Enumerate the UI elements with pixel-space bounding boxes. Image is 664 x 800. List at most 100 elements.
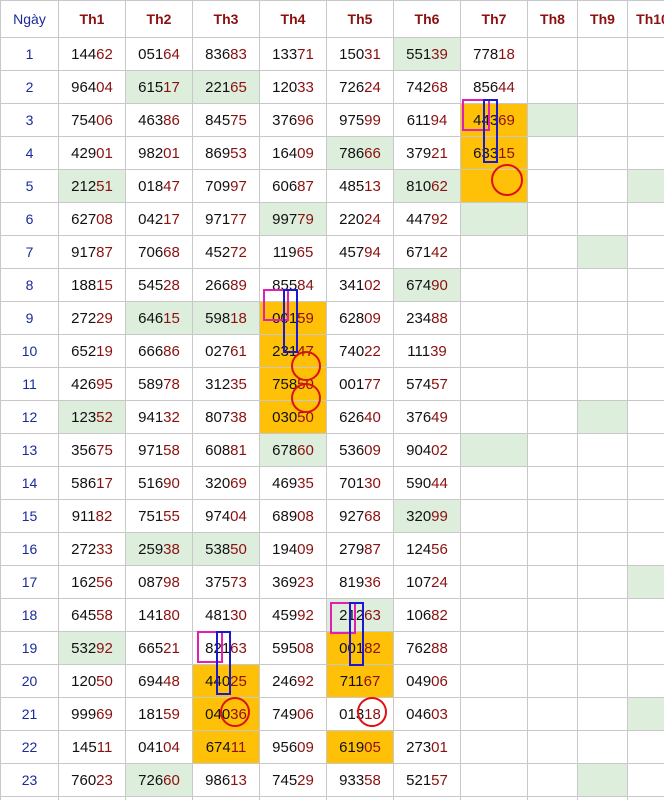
result-cell: 00177 (326, 367, 394, 401)
result-cell: 05164 (125, 37, 193, 71)
number-suffix: 77 (230, 210, 247, 228)
number-prefix: 320 (205, 474, 231, 492)
result-cell: 77818 (460, 37, 528, 71)
number-prefix: 986 (205, 771, 231, 789)
number-suffix: 36 (230, 705, 247, 723)
number-suffix: 58 (364, 771, 381, 789)
result-cell: 46935 (259, 466, 327, 500)
number-prefix: 982 (138, 144, 164, 162)
number-suffix: 68 (431, 78, 448, 96)
number-suffix: 44 (498, 78, 515, 96)
number-suffix: 38 (230, 408, 247, 426)
result-cell: 82163 (192, 631, 260, 665)
day-cell: 15 (0, 499, 59, 533)
number-prefix: 188 (71, 276, 97, 294)
number-suffix: 83 (230, 45, 247, 63)
number-suffix: 42 (431, 243, 448, 261)
result-cell: 59508 (259, 631, 327, 665)
result-cell: 21251 (58, 169, 126, 203)
number-prefix: 674 (205, 738, 231, 756)
result-cell (577, 631, 628, 665)
number-prefix: 598 (205, 309, 231, 327)
number-prefix: 821 (205, 639, 231, 657)
result-cell (627, 631, 664, 665)
result-cell: 37696 (259, 103, 327, 137)
result-cell (627, 730, 664, 764)
result-cell: 80450 (58, 796, 126, 800)
number-prefix: 266 (205, 276, 231, 294)
number-suffix: 88 (431, 639, 448, 657)
number-prefix: 221 (205, 78, 231, 96)
table-row: 16 27233 25938 53850 19409 27987 12456 (0, 532, 664, 566)
number-prefix: 819 (339, 573, 365, 591)
result-cell: 37649 (393, 400, 461, 434)
number-suffix: 05 (364, 738, 381, 756)
number-suffix: 59 (163, 705, 180, 723)
day-cell: 13 (0, 433, 59, 467)
table-row: 7 91787 70668 45272 11965 45794 67142 (0, 235, 664, 269)
result-cell: 71167 (326, 664, 394, 698)
result-cell: 70997 (192, 169, 260, 203)
result-cell: 32069 (192, 466, 260, 500)
result-cell: 04217 (125, 202, 193, 236)
result-cell: 11139 (393, 334, 461, 368)
result-cell: 81062 (393, 169, 461, 203)
result-cell: 58617 (58, 466, 126, 500)
number-suffix: 75 (230, 111, 247, 129)
number-prefix: 628 (339, 309, 365, 327)
result-cell (577, 499, 628, 533)
number-suffix: 29 (96, 309, 113, 327)
result-cell (460, 433, 528, 467)
number-prefix: 106 (406, 606, 432, 624)
number-prefix: 706 (138, 243, 164, 261)
number-suffix: 61 (230, 342, 247, 360)
number-suffix: 64 (163, 45, 180, 63)
number-prefix: 665 (138, 639, 164, 657)
result-cell (627, 70, 664, 104)
result-cell (627, 697, 664, 731)
result-cell: 59044 (393, 466, 461, 500)
number-suffix: 28 (163, 276, 180, 294)
result-cell: 00182 (326, 631, 394, 665)
number-prefix: 272 (71, 309, 97, 327)
result-cell: 75155 (125, 499, 193, 533)
result-cell (627, 103, 664, 137)
result-cell: 72660 (125, 763, 193, 797)
result-cell: 59818 (192, 301, 260, 335)
result-cell: 91182 (58, 499, 126, 533)
result-cell: 42901 (58, 136, 126, 170)
number-suffix: 73 (230, 573, 247, 591)
number-suffix: 69 (96, 705, 113, 723)
result-cell (627, 598, 664, 632)
result-cell: 80738 (192, 400, 260, 434)
result-cell: 23147 (259, 334, 327, 368)
day-cell: 19 (0, 631, 59, 665)
number-prefix: 754 (71, 111, 97, 129)
number-suffix: 53 (230, 144, 247, 162)
number-prefix: 123 (71, 408, 97, 426)
number-suffix: 23 (96, 771, 113, 789)
number-suffix: 04 (230, 507, 247, 525)
result-cell: 60687 (259, 169, 327, 203)
result-cell: 58978 (125, 367, 193, 401)
result-cell: 61905 (326, 730, 394, 764)
number-prefix: 974 (205, 507, 231, 525)
number-prefix: 452 (205, 243, 231, 261)
result-cell: 85514 (259, 796, 327, 800)
number-suffix: 32 (163, 408, 180, 426)
table-row: 20 12050 69448 44025 24692 71167 04906 (0, 664, 664, 698)
day-cell: 17 (0, 565, 59, 599)
result-cell: 92768 (326, 499, 394, 533)
number-prefix: 971 (138, 441, 164, 459)
result-cell: 67411 (192, 730, 260, 764)
number-suffix: 39 (431, 45, 448, 63)
number-prefix: 760 (71, 771, 97, 789)
day-cell: 8 (0, 268, 59, 302)
number-suffix: 97 (230, 177, 247, 195)
number-prefix: 220 (339, 210, 365, 228)
result-cell: 44025 (192, 664, 260, 698)
result-cell: 74529 (259, 763, 327, 797)
result-cell: 87064 (326, 796, 394, 800)
number-suffix: 30 (364, 474, 381, 492)
result-cell: 21263 (326, 598, 394, 632)
